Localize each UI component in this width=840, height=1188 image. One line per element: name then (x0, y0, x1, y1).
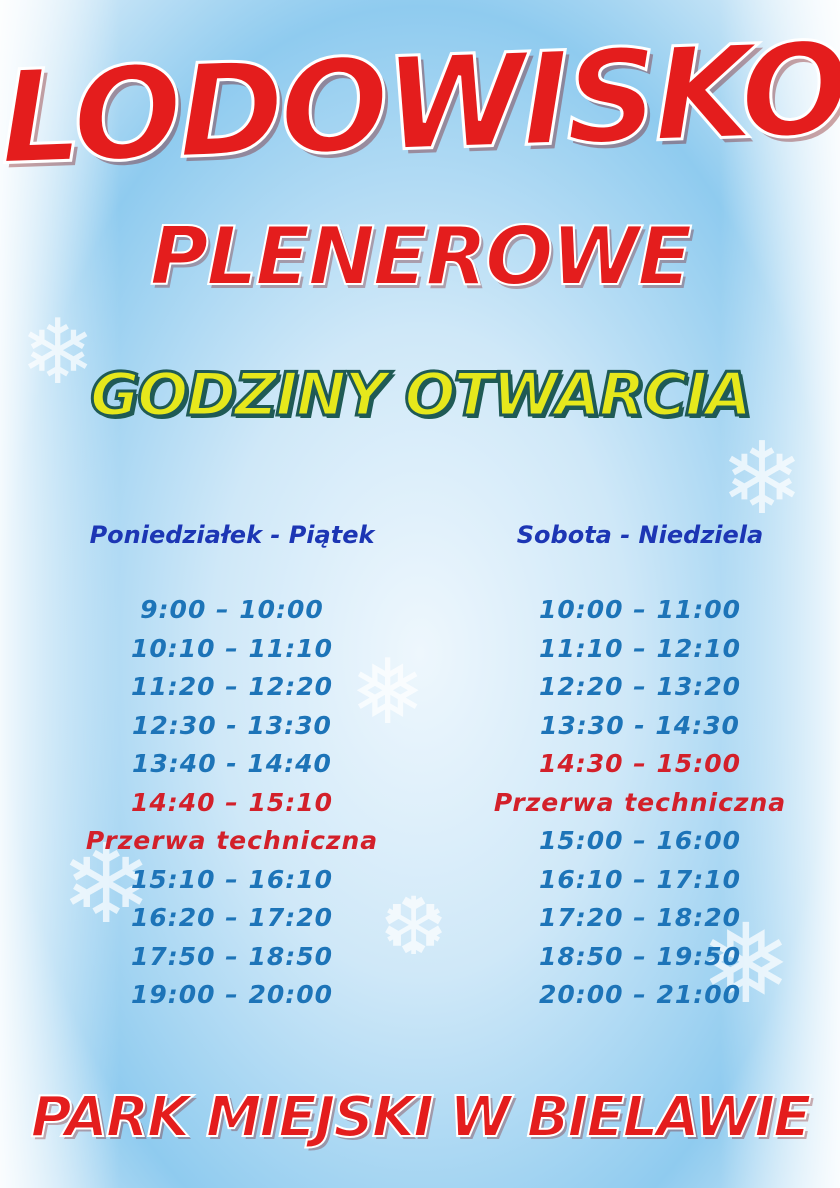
time-slot: 12:30 - 13:30 (132, 710, 332, 740)
weekday-schedule: Poniedziałek - Piątek 9:00 – 10:00 10:10 … (32, 515, 432, 1015)
time-slot: 15:00 – 16:00 (538, 826, 742, 855)
time-slot: 17:50 – 18:50 (130, 941, 334, 971)
time-slot: 14:30 – 15:00 (538, 749, 742, 778)
time-slot: 13:40 - 14:40 (132, 749, 332, 778)
time-slot: 11:20 – 12:20 (130, 672, 334, 701)
snowflake-icon: ❄ (20, 300, 96, 405)
poster-subtitle: PLENEROWE (149, 209, 693, 304)
snowflake-icon: ❅ (700, 900, 793, 1028)
frost-left-decoration (0, 0, 120, 1188)
opening-hours-heading: GODZINY OTWARCIA (89, 359, 754, 432)
poster-title: LODOWISKO (0, 14, 840, 195)
weekday-header: Poniedziałek - Piątek (89, 521, 375, 549)
technical-break-label: Przerwa techniczna (493, 787, 787, 817)
time-slot: 18:50 – 19:50 (538, 941, 742, 971)
frost-right-decoration (720, 0, 840, 1188)
snowflake-icon: ❄ (720, 420, 804, 537)
time-slot: 12:20 – 13:20 (538, 672, 742, 701)
time-slot: 14:40 – 15:10 (130, 787, 334, 817)
location-footer: PARK MIEJSKI W BIELAWIE (30, 1084, 813, 1151)
snowflake-icon: ❄ (60, 820, 153, 948)
weekend-header: Sobota - Niedziela (516, 521, 764, 549)
time-slot: 16:20 – 17:20 (130, 903, 334, 932)
time-slot: 13:30 - 14:30 (540, 710, 740, 740)
snowflake-icon: ❆ (380, 880, 448, 973)
time-slot: 11:10 – 12:10 (538, 633, 742, 663)
time-slot: 20:00 – 21:00 (538, 980, 742, 1009)
technical-break-label: Przerwa techniczna (85, 826, 379, 855)
time-slot: 10:00 – 11:00 (538, 595, 742, 624)
time-slot: 17:20 – 18:20 (538, 903, 742, 932)
time-slot: 16:10 – 17:10 (538, 864, 742, 894)
time-slot: 15:10 – 16:10 (130, 864, 334, 894)
snowflake-icon: ❅ (350, 640, 426, 745)
time-slot: 10:10 – 11:10 (130, 633, 334, 663)
weekend-schedule: Sobota - Niedziela 10:00 – 11:00 11:10 – … (440, 515, 840, 1015)
time-slot: 9:00 – 10:00 (140, 595, 324, 624)
time-slot: 19:00 – 20:00 (130, 980, 334, 1009)
